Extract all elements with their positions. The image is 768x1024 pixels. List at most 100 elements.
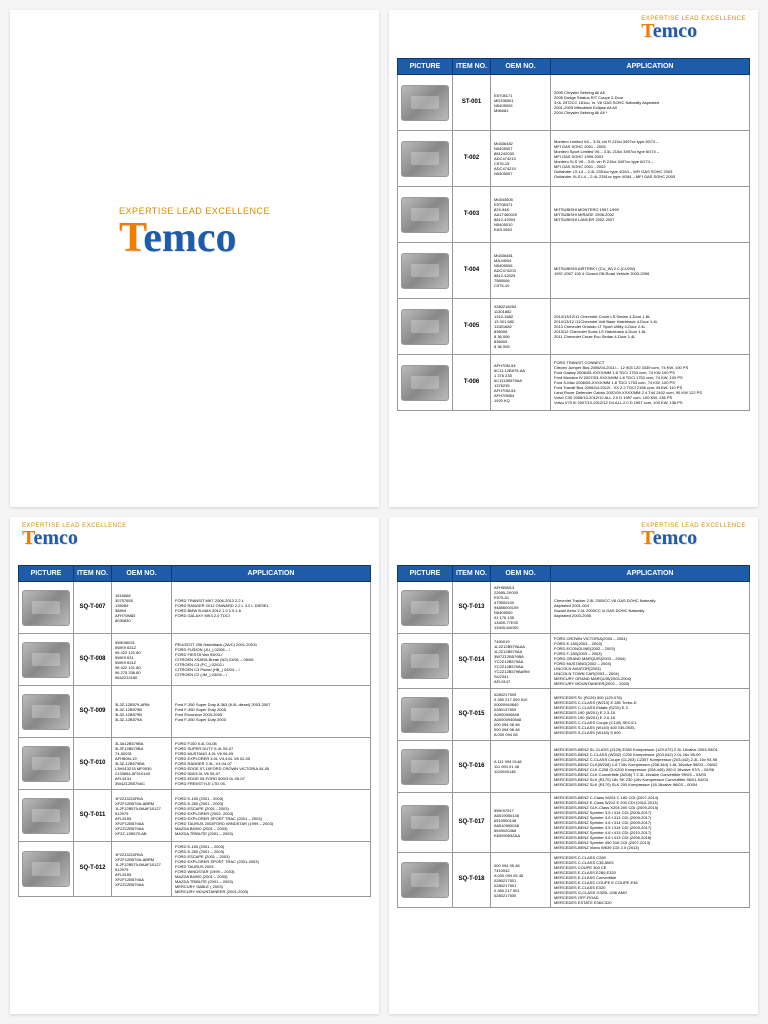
- table-row: SQ-T-0111F2213210R0AXF2F12B579A-ABRM1L2F…: [19, 790, 371, 842]
- cell-picture: [398, 689, 453, 741]
- th-app: APPLICATION: [551, 566, 750, 582]
- cell-item: ST-001: [453, 75, 491, 131]
- th-item: ITEM NO.: [74, 566, 112, 582]
- cell-item: SQ-T-015: [453, 689, 491, 741]
- cell-item: SQ-T-009: [74, 686, 112, 738]
- cell-oem: Md336481MA-M004N5405006ADC4742038812-420…: [491, 243, 551, 299]
- page-4: EXPERTISE LEAD EXCELLENCE Temco PICTURE …: [389, 517, 758, 1014]
- cell-app: MITSUBISHI AIRTREK I (CU_W) 2.0 (CU2W)19…: [551, 243, 750, 299]
- brand-name: Temco: [22, 527, 127, 550]
- cell-app: Montero Limited V6 – 3.5L vin R 215ci 34…: [551, 131, 750, 187]
- cell-app: FORD F150 5.4L 04-08FORD SUPER DUTY 5.4L…: [172, 738, 371, 790]
- cell-app: MERCEDES-BENZ C-Class W204 C 180 CDI (20…: [551, 793, 750, 853]
- cell-item: SQ-T-018: [453, 853, 491, 908]
- page-3: EXPERTISE LEAD EXCELLENCE Temco PICTURE …: [10, 517, 379, 1014]
- part-image: [401, 365, 449, 401]
- page-2: EXPERTISE LEAD EXCELLENCE Temco PICTURE …: [389, 10, 758, 507]
- cell-app: FORD TRANSIT MK7 2006-2013 2.2 LFORD RAN…: [172, 582, 371, 634]
- table-row: T-0050280218254113016821310-168213 301 6…: [398, 299, 750, 355]
- cell-oem: A 111 094 0148111 094 01 481110940148: [491, 741, 551, 793]
- th-app: APPLICATION: [172, 566, 371, 582]
- page-1: EXPERTISE LEAD EXCELLENCE Temco: [10, 10, 379, 507]
- cell-picture: [398, 634, 453, 689]
- cell-picture: [19, 738, 74, 790]
- cell-app: MITSUBISHI MONTERO 1997-1999MITSUBISHI M…: [551, 187, 750, 243]
- th-item: ITEM NO.: [453, 566, 491, 582]
- part-image: [22, 851, 70, 887]
- th-item: ITEM NO.: [453, 59, 491, 75]
- logo-small: EXPERTISE LEAD EXCELLENCE Temco: [641, 16, 746, 43]
- cell-oem: 1F2213210R0AXF2F12B579A-ABRM1L2F12B579-B…: [112, 790, 172, 842]
- cell-oem: 3L3A12B579BA3L3F12B579BA74-50031AFH60M-1…: [112, 738, 172, 790]
- cell-picture: [19, 582, 74, 634]
- part-image: [401, 805, 449, 841]
- cell-oem: 1F2213210R0AXF2F12B579A-ABRM1L2F12B579-B…: [112, 842, 172, 897]
- cell-picture: [398, 75, 453, 131]
- cell-oem: 5WK960315WK9 631Z96 422 121 805WK9 6315W…: [112, 634, 172, 686]
- brand-name: Temco: [641, 20, 746, 43]
- th-oem: OEM NO.: [491, 566, 551, 582]
- cell-oem: AFH70M-546C11-12B579-AA1 376 2356C1112B5…: [491, 355, 551, 411]
- table-row: T-006AFH70M-546C11-12B579-AA1 376 2356C1…: [398, 355, 750, 411]
- cell-oem: AFH55M1322695-2X000K975-0147950010094856…: [491, 582, 551, 634]
- cell-item: SQ-T-007: [74, 582, 112, 634]
- cell-app: Chevrolet Tracker 2.5L 2500CC V6 GAS DOH…: [551, 582, 750, 634]
- cell-oem: E5T08171MD336501N5405009M56081: [491, 75, 551, 131]
- cell-oem: 15166683075765513508938894AFH70M83803083…: [112, 582, 172, 634]
- part-image: [401, 749, 449, 785]
- th-app: APPLICATION: [551, 59, 750, 75]
- cell-item: T-002: [453, 131, 491, 187]
- part-image: [22, 590, 70, 626]
- cell-oem: 5WK97917A65190501486510900148A6510900048…: [491, 793, 551, 853]
- table-row: ST-001E5T08171MD336501N5405009M560812005…: [398, 75, 750, 131]
- logo-small: EXPERTISE LEAD EXCELLENCE Temco: [641, 523, 746, 550]
- part-image: [401, 590, 449, 626]
- th-oem: OEM NO.: [491, 59, 551, 75]
- part-image: [401, 697, 449, 733]
- cell-app: MERCEDES C-CLASS C280MERCEDES C-CLASS C3…: [551, 853, 750, 908]
- table-row: SQ-T-0085WK960315WK9 631Z96 422 121 805W…: [19, 634, 371, 686]
- brand-name: Temco: [641, 527, 746, 550]
- part-image: [401, 862, 449, 898]
- cell-item: T-004: [453, 243, 491, 299]
- cell-oem: 0280218254113016821310-168213 301 682133…: [491, 299, 551, 355]
- table-row: SQ-T-0103L3A12B579BA3L3F12B579BA74-50031…: [19, 738, 371, 790]
- cell-item: T-003: [453, 187, 491, 243]
- table-row: SQ-T-0175WK97917A65190501486510900148A65…: [398, 793, 750, 853]
- part-image: [401, 643, 449, 679]
- cell-oem: 3L3Z-12B579-ARM3L3Z-12B579B3L3Z-12B579B3…: [112, 686, 172, 738]
- cell-app: MERCEDES-BENZ SL CLASS (2129) E280 Kompr…: [551, 741, 750, 793]
- cell-oem: Md336482N5405007881242033ADC474210C975-1…: [491, 131, 551, 187]
- part-image: [22, 694, 70, 730]
- cell-item: SQ-T-016: [453, 741, 491, 793]
- table-row: SQ-T-016A 111 094 0148111 094 01 4811109…: [398, 741, 750, 793]
- cell-picture: [398, 793, 453, 853]
- table-row: SQ-T-00715166683075765513508938894AFH70M…: [19, 582, 371, 634]
- cell-picture: [398, 131, 453, 187]
- th-oem: OEM NO.: [112, 566, 172, 582]
- cell-app: FORD E-150 (2001 – 2003)FORD E-250 (2001…: [172, 842, 371, 897]
- table-row: SQ-T-018000 094 05 487410042A 000 094 05…: [398, 853, 750, 908]
- cell-app: FORD CROWN VICTORIA(2003 – 2004)FORD E-1…: [551, 634, 750, 689]
- cell-item: SQ-T-008: [74, 634, 112, 686]
- cell-item: SQ-T-014: [453, 634, 491, 689]
- part-image: [401, 85, 449, 121]
- table-row: SQ-T-0093L3Z-12B579-ARM3L3Z-12B579B3L3Z-…: [19, 686, 371, 738]
- catalog-table-sq-a: PICTURE ITEM NO. OEM NO. APPLICATION SQ-…: [18, 565, 371, 897]
- cell-picture: [398, 582, 453, 634]
- cell-picture: [398, 741, 453, 793]
- part-image: [22, 746, 70, 782]
- cell-item: SQ-T-011: [74, 790, 112, 842]
- cell-oem: 000 094 05 487410042A 000 094 05 4802802…: [491, 853, 551, 908]
- table-row: SQ-T-0121F2213210R0AXF2F12B579A-ABRM1L2F…: [19, 842, 371, 897]
- cell-item: SQ-T-012: [74, 842, 112, 897]
- cell-picture: [398, 853, 453, 908]
- cell-item: T-005: [453, 299, 491, 355]
- logo-small: EXPERTISE LEAD EXCELLENCE Temco: [22, 523, 127, 550]
- cell-app: FORD E-150 (2001 - 2003)FORD E-250 (2001…: [172, 790, 371, 842]
- table-row: SQ-T-01474500191L2Z12B579AAA1L2Z12B579AA…: [398, 634, 750, 689]
- cell-picture: [398, 187, 453, 243]
- table-row: T-002Md336482N5405007881242033ADC474210C…: [398, 131, 750, 187]
- document-grid: EXPERTISE LEAD EXCELLENCE Temco EXPERTIS…: [10, 10, 758, 1014]
- cell-app: PEUGEOT 206 Hatchback (2A/C) 2001-20011F…: [172, 634, 371, 686]
